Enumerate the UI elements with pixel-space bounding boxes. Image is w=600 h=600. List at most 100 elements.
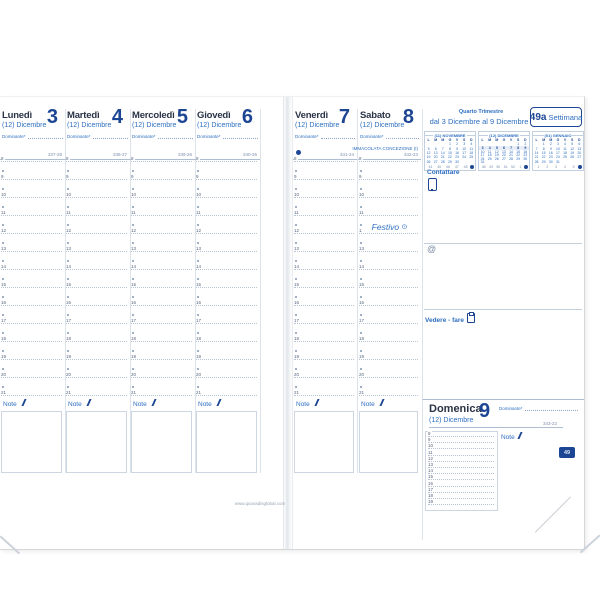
hour-label: 17: [428, 486, 435, 492]
hour-line: 15: [359, 282, 418, 288]
week-number: 49a: [529, 111, 547, 123]
weekday-letter: S: [571, 138, 574, 142]
hour-line: 12: [66, 228, 127, 234]
calendar-day: 4: [486, 145, 494, 150]
hour-line: 8: [196, 156, 257, 162]
calendar-day: 14: [440, 150, 445, 155]
hour-label: 21: [66, 390, 73, 395]
hour-line: 17: [359, 318, 418, 324]
day-number: 7: [338, 106, 350, 128]
weekday-letter: G: [502, 138, 506, 142]
day-header: Lunedì 3 (12) Dicembre Dominante* 337-28: [0, 106, 65, 160]
hour-label: 20: [131, 372, 138, 377]
calendar-day: 24: [462, 155, 467, 160]
half-hour-tick: [132, 188, 134, 190]
pencil-icon: [517, 432, 523, 439]
hour-grid: 8 9 10 11 12 13 14 15 16 17 18 19 20 21 Festivo ⊙: [358, 156, 421, 399]
calendar-day: 21: [440, 155, 445, 160]
hour-line: 10: [428, 443, 494, 450]
hour-label: 12: [131, 228, 138, 233]
calendar-day: 5: [571, 142, 574, 147]
half-hour-tick: [360, 170, 362, 172]
hour-line: 20: [1, 372, 62, 378]
hour-label: 13: [131, 246, 138, 251]
hour-line: 17: [1, 318, 62, 324]
hour-line: 16: [196, 300, 257, 306]
half-hour-tick: [132, 350, 134, 352]
dominante-row: Dominante*: [132, 132, 193, 139]
half-hour-tick: [295, 296, 297, 298]
email-at-icon: @: [427, 244, 437, 254]
calendar-day: 7: [507, 145, 515, 150]
week-number-cell: 1: [537, 165, 540, 169]
day-count: 341-24: [339, 152, 354, 157]
hour-label: 10: [131, 192, 138, 197]
hour-line: 15: [196, 282, 257, 288]
hour-label: 11: [131, 210, 137, 215]
calendar-day: [500, 160, 507, 164]
hour-label: 11: [196, 210, 202, 215]
note-row: Note: [198, 399, 222, 408]
week-number-cell: 1: [519, 165, 522, 169]
week-number-cell: 51: [503, 165, 508, 169]
day-month: (12) Dicembre: [132, 122, 177, 129]
half-hour-tick: [295, 206, 297, 208]
day-column-mercoledi: Mercoledì 5 (12) Dicembre Dominante* 339-26 8…: [130, 106, 196, 473]
hour-line: 8: [294, 156, 354, 162]
hour-line: 15: [66, 282, 127, 288]
calendar-day: 2: [456, 142, 459, 147]
half-hour-tick: [295, 332, 297, 334]
title-line-left: [425, 134, 434, 136]
calendar-nav-dot-icon: [577, 165, 582, 169]
calendar-day: 14: [534, 150, 539, 155]
weekday-letter: M: [434, 138, 438, 142]
half-hour-tick: [295, 170, 297, 172]
hour-line: 15: [294, 282, 354, 288]
hour-label: 19: [196, 354, 203, 359]
calendar-day: 16: [455, 150, 460, 155]
hour-label: 8: [1, 156, 5, 161]
hour-line: 17: [294, 318, 354, 324]
hour-line: 10: [196, 192, 257, 198]
domenica-number: 9: [479, 400, 491, 422]
half-hour-tick: [2, 350, 4, 352]
hour-label: 13: [294, 246, 301, 251]
half-hour-tick: [360, 260, 362, 262]
day-name: Giovedì: [197, 110, 231, 121]
calendar-week-row: 21 22 23 24 25 26 27: [533, 155, 583, 159]
calendar-week-row: 31: [479, 160, 529, 165]
weekday-letter: V: [509, 138, 513, 142]
festivo-sun-icon: ⊙: [401, 224, 408, 231]
calendar-day: [461, 160, 468, 164]
hour-label: 20: [196, 372, 203, 377]
calendar-day: 21: [509, 153, 514, 158]
hour-line: 20: [66, 372, 127, 378]
hour-label: 15: [428, 474, 435, 480]
hour-line: 13: [428, 462, 494, 468]
calendar-week-row: 7 8 9 10 11 12 13: [533, 147, 583, 151]
day-name: Martedì: [67, 110, 100, 121]
half-hour-tick: [360, 242, 362, 244]
dominante-label: Dominante*: [197, 134, 221, 139]
week-number-cell: 45: [437, 165, 442, 169]
half-hour-tick: [360, 332, 362, 334]
hour-label: 20: [294, 372, 301, 377]
hour-label: 8: [196, 156, 200, 161]
calendar-day: 4: [470, 142, 473, 147]
hour-line: 21: [196, 390, 257, 396]
week-word: Settimana: [548, 112, 583, 122]
mini-calendar-2: (12) DICEMBRE L M M G V S D 1 2 3 4 5 6 7 8 9 10 11 12 13 14 1…: [478, 131, 530, 171]
hour-label: 9: [359, 174, 363, 179]
calendar-day: 17: [462, 150, 467, 155]
calendar-day: 29: [516, 156, 521, 161]
note-box: [131, 411, 192, 473]
half-hour-tick: [2, 188, 4, 190]
half-hour-tick: [197, 296, 199, 298]
hour-label: 9: [131, 174, 135, 179]
festivo-label: Festivo ⊙: [362, 221, 417, 233]
half-hour-tick: [295, 242, 297, 244]
hour-label: 16: [66, 300, 73, 305]
calendar-day: 6: [500, 145, 508, 150]
calendar-day: 25: [487, 156, 492, 161]
calendar-day: 30: [523, 156, 528, 161]
